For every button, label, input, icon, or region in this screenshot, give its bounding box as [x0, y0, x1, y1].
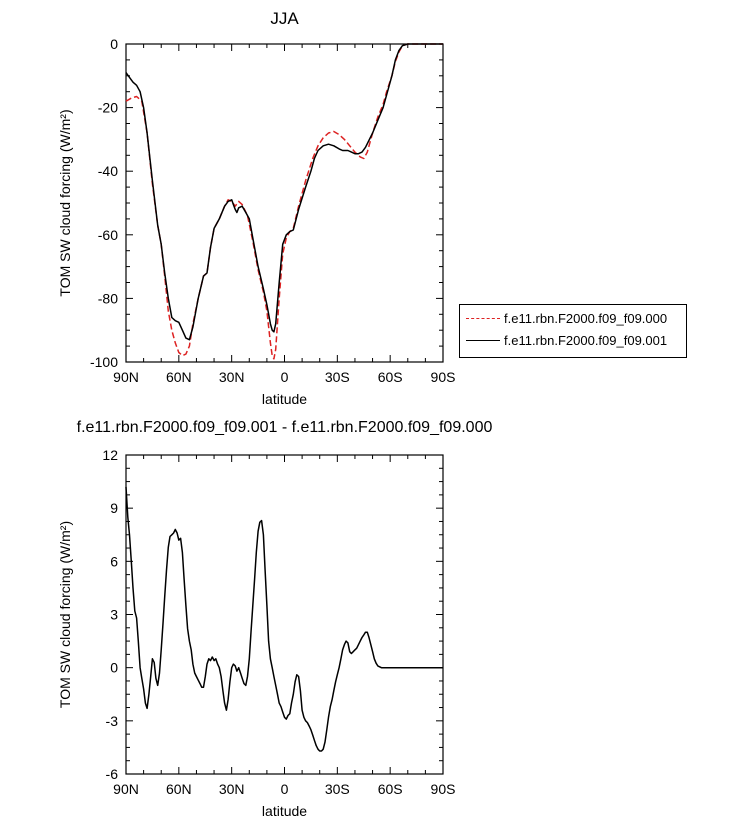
- x-tick-label: 60N: [166, 369, 192, 385]
- legend-label-series-000: f.e11.rbn.F2000.f09_f09.000: [504, 311, 668, 326]
- legend-swatch-dashed-red: [466, 318, 500, 319]
- x-axis-label: latitude: [262, 803, 307, 819]
- chart-title: JJA: [270, 9, 299, 28]
- x-tick-label: 0: [281, 369, 289, 385]
- bottom-chart: f.e11.rbn.F2000.f09_f09.001 - f.e11.rbn.…: [57, 419, 492, 819]
- x-tick-label: 30S: [325, 781, 350, 797]
- x-tick-label: 30S: [325, 369, 350, 385]
- y-axis-label: TOM SW cloud forcing (W/m²): [57, 521, 73, 708]
- legend-item-series-000: f.e11.rbn.F2000.f09_f09.000: [460, 309, 686, 329]
- series-line-0: [125, 486, 443, 752]
- y-tick-label: -3: [106, 713, 119, 729]
- plot-frame: [125, 43, 444, 363]
- y-tick-label: 0: [110, 36, 118, 52]
- y-tick-label: -100: [90, 354, 118, 370]
- y-tick-label: -80: [98, 290, 118, 306]
- legend-swatch-solid-black: [466, 340, 500, 341]
- series-line-1: [125, 43, 443, 341]
- top-chart: JJA 90N 60N 30N 0 30S 60S 90S 0 -20 -40 -60 -80 -100 l…: [57, 9, 455, 407]
- y-tick-label: 0: [110, 660, 118, 676]
- x-tick-label: 30N: [219, 781, 245, 797]
- x-tick-label: 90N: [113, 369, 139, 385]
- y-tick-label: 3: [110, 607, 118, 623]
- y-tick-label: 12: [102, 447, 118, 463]
- legend-item-series-001: f.e11.rbn.F2000.f09_f09.001: [460, 331, 686, 351]
- x-tick-label: 60N: [166, 781, 192, 797]
- legend-label-series-001: f.e11.rbn.F2000.f09_f09.001: [504, 333, 668, 348]
- plot-frame: [125, 454, 444, 775]
- y-tick-label: -20: [98, 100, 118, 116]
- x-axis-label: latitude: [262, 391, 307, 407]
- x-tick-label: 60S: [378, 369, 403, 385]
- x-tick-label: 30N: [219, 369, 245, 385]
- y-tick-label: 6: [110, 553, 118, 569]
- chart-title: f.e11.rbn.F2000.f09_f09.001 - f.e11.rbn.…: [77, 419, 493, 436]
- y-tick-label: -60: [98, 227, 118, 243]
- y-tick-label: -6: [106, 766, 119, 782]
- x-tick-label: 90S: [431, 369, 456, 385]
- y-tick-label: 9: [110, 500, 118, 516]
- chart-legend: f.e11.rbn.F2000.f09_f09.000 f.e11.rbn.F2…: [459, 304, 687, 358]
- x-tick-label: 90N: [113, 781, 139, 797]
- y-axis-label: TOM SW cloud forcing (W/m²): [57, 109, 73, 296]
- x-tick-label: 0: [281, 781, 289, 797]
- x-tick-label: 90S: [431, 781, 456, 797]
- y-tick-label: -40: [98, 163, 118, 179]
- series-line-0: [125, 43, 443, 360]
- x-tick-label: 60S: [378, 781, 403, 797]
